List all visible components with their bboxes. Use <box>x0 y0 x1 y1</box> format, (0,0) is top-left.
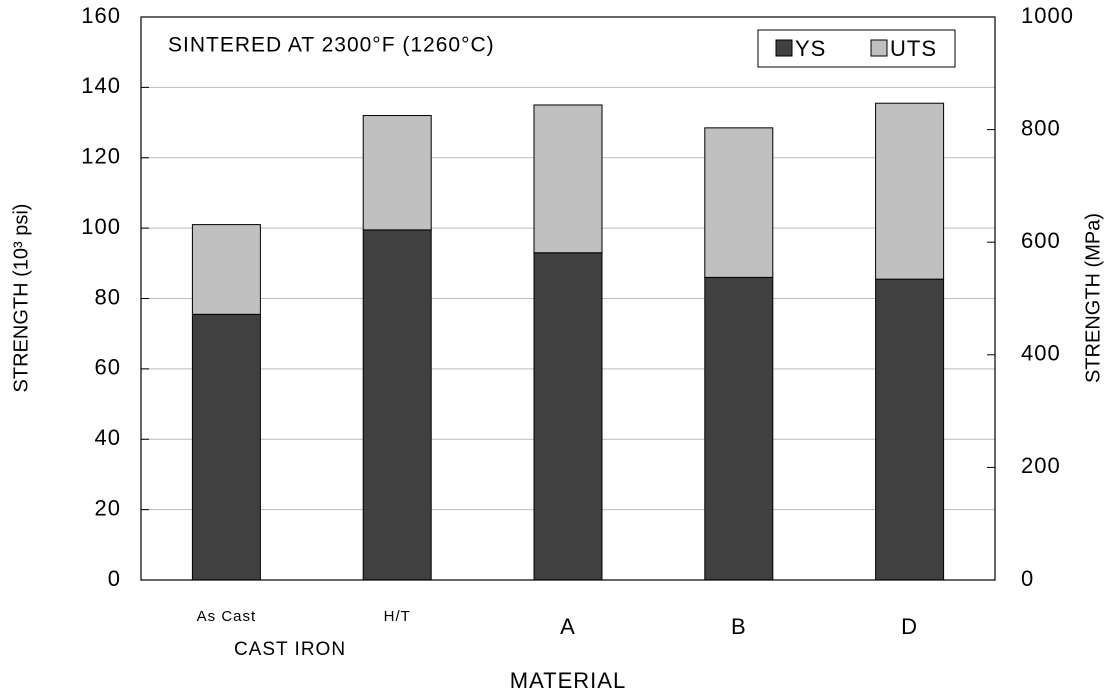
legend-label: UTS <box>890 36 937 61</box>
bar <box>191 224 261 315</box>
x-tick-label: As Cast <box>197 608 257 625</box>
y-axis-title: STRENGTH (10³ psi) <box>10 204 32 393</box>
y-tick-label: 160 <box>81 3 121 28</box>
legend-swatch <box>775 39 793 57</box>
bar <box>533 104 603 254</box>
y2-tick-label: 200 <box>1021 453 1061 478</box>
x-axis-title: MATERIAL <box>510 668 626 693</box>
y2-tick-label: 400 <box>1021 341 1061 366</box>
bar <box>704 276 774 581</box>
x-tick-label: A <box>560 614 576 639</box>
y2-tick-label: 800 <box>1021 115 1061 140</box>
y2-axis-title: STRENGTH (MPa) <box>1082 213 1104 383</box>
y-tick-label: 60 <box>95 355 121 380</box>
plot-frame <box>140 16 996 581</box>
y2-tick-label: 600 <box>1021 228 1061 253</box>
x-tick-label: B <box>731 614 747 639</box>
bar <box>362 115 432 231</box>
y-tick-label: 140 <box>81 73 121 98</box>
y-tick-label: 80 <box>95 284 121 309</box>
y-tick-label: 0 <box>108 566 121 591</box>
legend-label: YS <box>795 36 826 61</box>
annotation: SINTERED AT 2300°F (1260°C) <box>168 34 495 57</box>
bar <box>191 313 261 581</box>
x-tick-label: H/T <box>384 608 411 625</box>
y-tick-label: 40 <box>95 425 121 450</box>
y-tick-label: 100 <box>81 214 121 239</box>
bar <box>875 102 945 280</box>
x-tick-label: D <box>901 614 918 639</box>
bar <box>875 278 945 581</box>
bar <box>533 252 603 581</box>
y-tick-label: 20 <box>95 495 121 520</box>
y-tick-label: 120 <box>81 144 121 169</box>
bar <box>362 229 432 581</box>
bar <box>704 127 774 278</box>
legend-swatch <box>870 39 888 57</box>
y2-tick-label: 0 <box>1021 566 1034 591</box>
category-group-label: CAST IRON <box>234 639 346 660</box>
y2-tick-label: 1000 <box>1021 3 1074 28</box>
